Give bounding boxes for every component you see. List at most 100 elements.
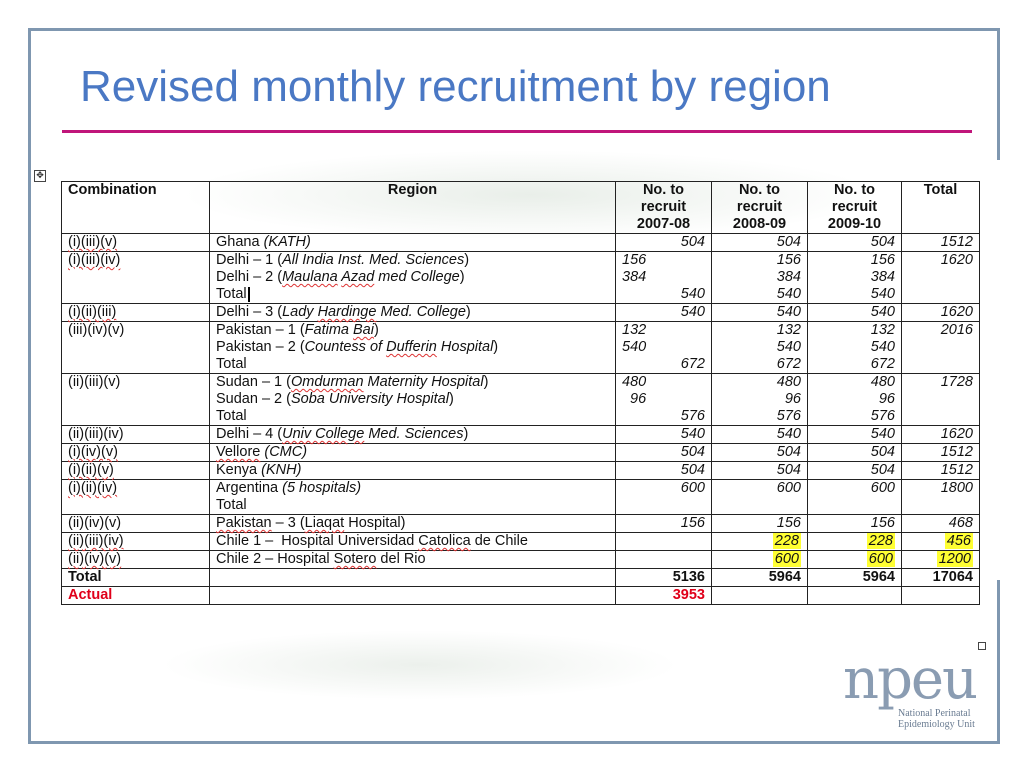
value-2007-08: 156 384 540: [615, 251, 712, 304]
actual-2008-09: [711, 586, 808, 605]
table-row: (ii)(iii)(iv) Delhi – 4 (Univ College Me…: [61, 425, 980, 444]
value-2007-08: 480 96 576: [615, 373, 712, 426]
value-total: 1200: [901, 550, 980, 569]
header-2007-08: No. to recruit 2007-08: [615, 181, 712, 234]
combination-cell: (ii)(iii)(v): [61, 373, 210, 426]
region-cell: Delhi – 4 (Univ College Med. Sciences): [209, 425, 616, 444]
actual-total: [901, 586, 980, 605]
value-2008-09: 156 384 540: [711, 251, 808, 304]
table-header-row: Combination Region No. to recruit 2007-08 …: [61, 181, 980, 234]
combination-cell: (i)(ii)(v): [61, 461, 210, 480]
value-2007-08: 504: [615, 461, 712, 480]
value-2008-09: 600: [711, 479, 808, 515]
logo-wordmark: npeu: [843, 647, 978, 712]
actual-row: Actual 3953: [61, 586, 980, 605]
value-2009-10: 480 96 576: [807, 373, 902, 426]
region-cell: Chile 1 – Hospital Universidad Catolica …: [209, 532, 616, 551]
region-cell: Delhi – 1 (All India Inst. Med. Sciences…: [209, 251, 616, 304]
region-cell: Vellore (CMC): [209, 443, 616, 462]
total-label: Total: [61, 568, 210, 587]
table-row: (ii)(iii)(iv) Chile 1 – Hospital Univers…: [61, 532, 980, 551]
value-total: 1620: [901, 425, 980, 444]
header-2008-09: No. to recruit 2008-09: [711, 181, 808, 234]
value-total: 2016: [901, 321, 980, 374]
value-2008-09: 228: [711, 532, 808, 551]
combination-cell: (i)(ii)(iv): [61, 479, 210, 515]
value-2007-08: [615, 532, 712, 551]
highlighted-value: 456: [944, 533, 973, 549]
region-cell: Delhi – 3 (Lady Hardinge Med. College): [209, 303, 616, 322]
highlighted-value: 228: [866, 533, 895, 549]
value-total: 1620: [901, 251, 980, 304]
value-2007-08: 156: [615, 514, 712, 533]
value-2008-09: 132 540 672: [711, 321, 808, 374]
region-cell: Pakistan – 1 (Fatima Bai) Pakistan – 2 (…: [209, 321, 616, 374]
total-overall: 17064: [901, 568, 980, 587]
table-row: (ii)(iii)(v) Sudan – 1 (Omdurman Materni…: [61, 373, 980, 426]
value-2009-10: 156 384 540: [807, 251, 902, 304]
background-swoosh-bottom: [160, 630, 680, 700]
region-cell: Ghana (KATH): [209, 233, 616, 252]
header-region: Region: [209, 181, 616, 234]
combination-cell: (ii)(iv)(v): [61, 514, 210, 533]
region-cell: Argentina (5 hospitals) Total: [209, 479, 616, 515]
region-cell: [209, 568, 616, 587]
total-2008-09: 5964: [711, 568, 808, 587]
recruitment-table: Combination Region No. to recruit 2007-08 …: [61, 181, 980, 605]
table-row: (i)(ii)(iv) Argentina (5 hospitals) Tota…: [61, 479, 980, 515]
region-cell: Sudan – 1 (Omdurman Maternity Hospital) …: [209, 373, 616, 426]
region-cell: Kenya (KNH): [209, 461, 616, 480]
value-total: 1728: [901, 373, 980, 426]
value-2009-10: 504: [807, 461, 902, 480]
logo-subtitle-line2: Epidemiology Unit: [898, 719, 975, 730]
value-2008-09: 540: [711, 425, 808, 444]
value-2009-10: 132 540 672: [807, 321, 902, 374]
value-2009-10: 156: [807, 514, 902, 533]
region-cell: [209, 586, 616, 605]
value-total: 1512: [901, 461, 980, 480]
actual-2007-08: 3953: [615, 586, 712, 605]
value-2008-09: 600: [711, 550, 808, 569]
combination-cell: (i)(iii)(iv): [61, 251, 210, 304]
value-2007-08: 504: [615, 233, 712, 252]
table-row: (i)(iv)(v) Vellore (CMC) 504 504 504 151…: [61, 443, 980, 462]
value-2008-09: 504: [711, 443, 808, 462]
combination-cell: (i)(iv)(v): [61, 443, 210, 462]
actual-2009-10: [807, 586, 902, 605]
combination-cell: (i)(ii)(iii): [61, 303, 210, 322]
table-row: (ii)(iv)(v) Pakistan – 3 (Liaqat Hospita…: [61, 514, 980, 533]
table-row: (i)(ii)(iii) Delhi – 3 (Lady Hardinge Me…: [61, 303, 980, 322]
value-total: 1800: [901, 479, 980, 515]
value-2008-09: 540: [711, 303, 808, 322]
value-2009-10: 504: [807, 233, 902, 252]
value-2009-10: 540: [807, 425, 902, 444]
highlighted-value: 1200: [936, 551, 973, 567]
value-total: 456: [901, 532, 980, 551]
value-2007-08: 504: [615, 443, 712, 462]
value-2007-08: 132 540 672: [615, 321, 712, 374]
region-cell: Pakistan – 3 (Liaqat Hospital): [209, 514, 616, 533]
title-divider: [62, 130, 972, 133]
value-2007-08: 600: [615, 479, 712, 515]
highlighted-value: 600: [866, 551, 895, 567]
header-combination: Combination: [61, 181, 210, 234]
combination-cell: (ii)(iv)(v): [61, 550, 210, 569]
value-2009-10: 540: [807, 303, 902, 322]
value-2009-10: 600: [807, 479, 902, 515]
value-2009-10: 600: [807, 550, 902, 569]
combination-cell: (ii)(iii)(iv): [61, 532, 210, 551]
region-cell: Chile 2 – Hospital Sotero del Rio: [209, 550, 616, 569]
highlighted-value: 600: [772, 551, 801, 567]
value-2007-08: 540: [615, 303, 712, 322]
table-resize-handle[interactable]: [978, 642, 986, 650]
logo-subtitle-line1: National Perinatal: [898, 708, 971, 719]
total-row: Total 5136 5964 5964 17064: [61, 568, 980, 587]
table-row: (i)(ii)(v) Kenya (KNH) 504 504 504 1512: [61, 461, 980, 480]
value-2008-09: 156: [711, 514, 808, 533]
npeu-logo: npeu National Perinatal Epidemiology Uni…: [843, 647, 993, 731]
value-2007-08: 540: [615, 425, 712, 444]
value-2008-09: 504: [711, 233, 808, 252]
table-move-handle-icon[interactable]: ✥: [34, 170, 46, 182]
actual-label: Actual: [61, 586, 210, 605]
value-2007-08: [615, 550, 712, 569]
